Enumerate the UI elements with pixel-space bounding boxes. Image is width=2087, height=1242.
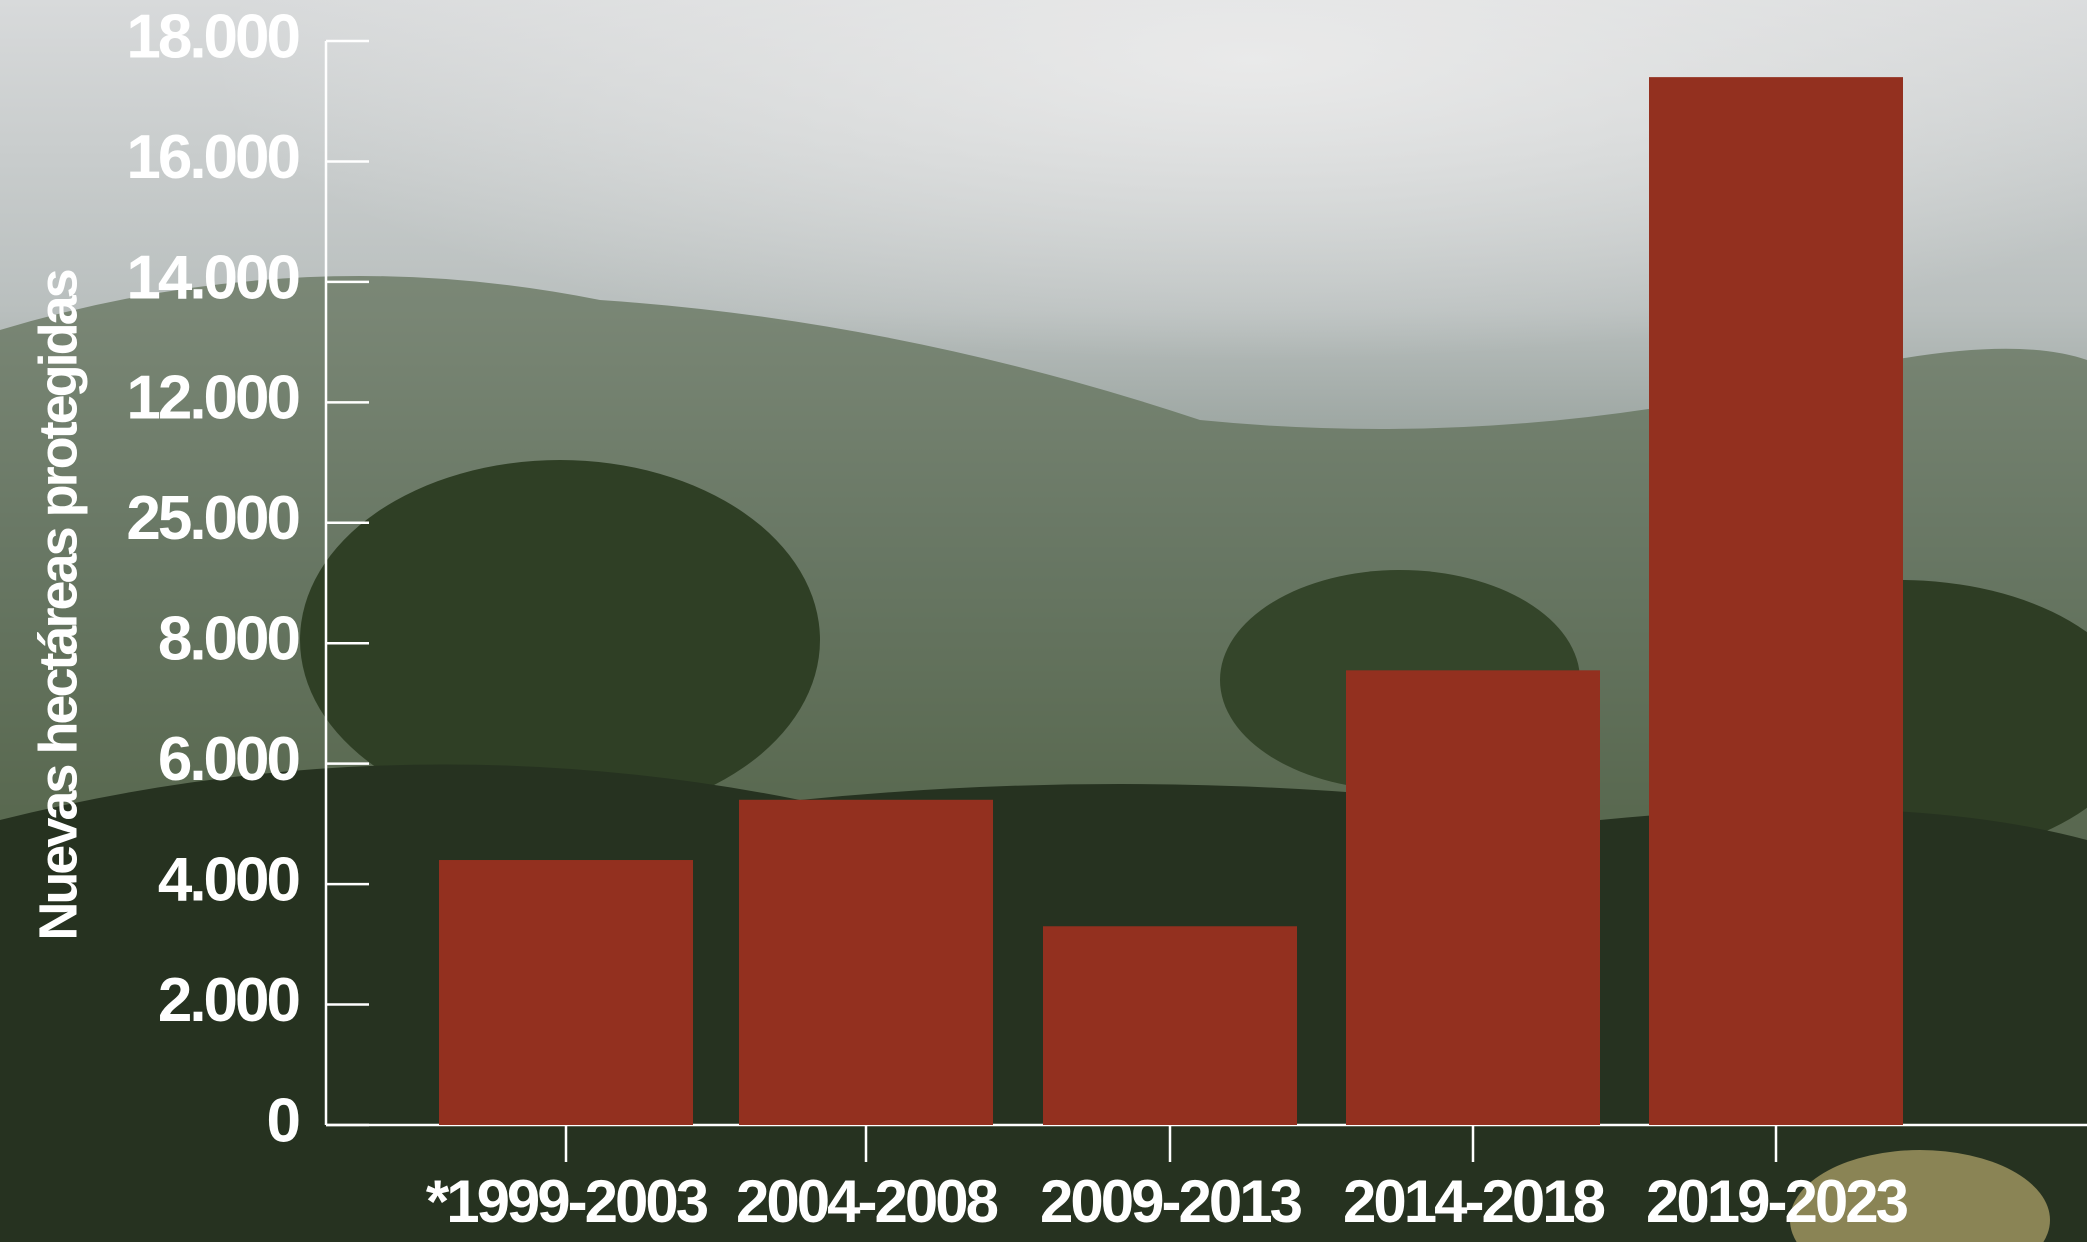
y-tick-label: 18.000 bbox=[126, 2, 298, 71]
y-tick-label: 25.000 bbox=[126, 484, 298, 553]
x-tick-label: 2004-2008 bbox=[736, 1168, 998, 1235]
bar bbox=[1649, 77, 1903, 1126]
bar bbox=[1043, 926, 1297, 1125]
x-tick-label: 2019-2023 bbox=[1646, 1168, 1908, 1235]
y-tick-label: 2.000 bbox=[158, 966, 299, 1035]
y-tick-label: 0 bbox=[267, 1086, 299, 1155]
bar bbox=[1346, 670, 1600, 1125]
y-tick-label: 16.000 bbox=[126, 123, 298, 192]
x-tick-label: 2014-2018 bbox=[1343, 1168, 1605, 1235]
y-tick-label: 12.000 bbox=[126, 364, 298, 433]
x-tick-label: *1999-2003 bbox=[426, 1168, 708, 1235]
y-tick-label: 6.000 bbox=[158, 725, 299, 794]
y-tick-label: 14.000 bbox=[126, 243, 298, 312]
y-tick-label: 4.000 bbox=[158, 845, 299, 914]
bar bbox=[439, 860, 693, 1125]
bar bbox=[739, 799, 993, 1125]
x-tick-label: 2009-2013 bbox=[1040, 1168, 1302, 1235]
y-axis-title: Nuevas hectáreas protegidas bbox=[28, 270, 88, 940]
y-tick-label: 8.000 bbox=[158, 605, 299, 674]
